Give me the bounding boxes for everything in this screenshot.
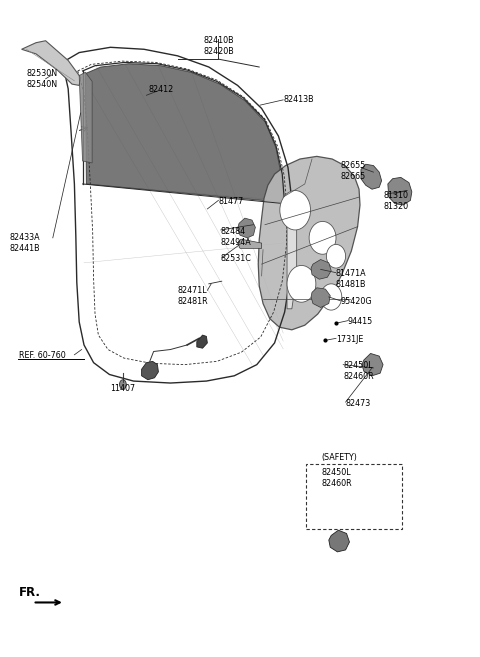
Ellipse shape	[309, 221, 336, 254]
FancyBboxPatch shape	[306, 464, 402, 529]
Ellipse shape	[280, 191, 311, 230]
Text: 82655
82665: 82655 82665	[341, 161, 366, 181]
Text: 82471L
82481R: 82471L 82481R	[178, 286, 208, 306]
Polygon shape	[361, 164, 382, 189]
Polygon shape	[388, 177, 412, 205]
Text: 82473: 82473	[346, 399, 371, 408]
Text: 82413B: 82413B	[283, 95, 314, 104]
Text: 82412: 82412	[149, 85, 174, 95]
Polygon shape	[197, 335, 207, 348]
Ellipse shape	[321, 284, 342, 310]
Text: 11407: 11407	[110, 384, 135, 394]
Ellipse shape	[287, 265, 316, 302]
Text: 82410B
82420B: 82410B 82420B	[203, 36, 234, 57]
Polygon shape	[238, 239, 262, 248]
Polygon shape	[362, 353, 383, 376]
Polygon shape	[329, 530, 349, 552]
Circle shape	[120, 380, 126, 389]
Polygon shape	[311, 260, 331, 279]
Text: 82433A
82441B: 82433A 82441B	[10, 233, 40, 254]
Text: 82450L
82460R: 82450L 82460R	[322, 468, 352, 488]
Text: 94415: 94415	[348, 317, 373, 326]
Polygon shape	[287, 197, 297, 309]
Text: 82484
82494A: 82484 82494A	[221, 227, 252, 247]
Text: (SAFETY): (SAFETY)	[322, 453, 358, 463]
Polygon shape	[142, 361, 158, 380]
Polygon shape	[311, 288, 330, 307]
Text: 82530N
82540N: 82530N 82540N	[26, 69, 58, 89]
Text: 1731JE: 1731JE	[336, 335, 363, 344]
Text: 81310
81320: 81310 81320	[384, 191, 409, 211]
Text: 82450L
82460R: 82450L 82460R	[343, 361, 374, 382]
Text: 95420G: 95420G	[341, 297, 372, 306]
Text: 81471A
81481B: 81471A 81481B	[336, 269, 367, 290]
Polygon shape	[79, 72, 92, 163]
Text: 82531C: 82531C	[221, 254, 252, 263]
Text: 81477: 81477	[218, 197, 244, 206]
Polygon shape	[22, 41, 81, 85]
Ellipse shape	[326, 244, 346, 268]
Polygon shape	[258, 156, 360, 330]
Polygon shape	[238, 218, 255, 238]
Polygon shape	[85, 64, 283, 202]
Text: FR.: FR.	[19, 586, 41, 599]
Text: REF. 60-760: REF. 60-760	[19, 351, 66, 361]
